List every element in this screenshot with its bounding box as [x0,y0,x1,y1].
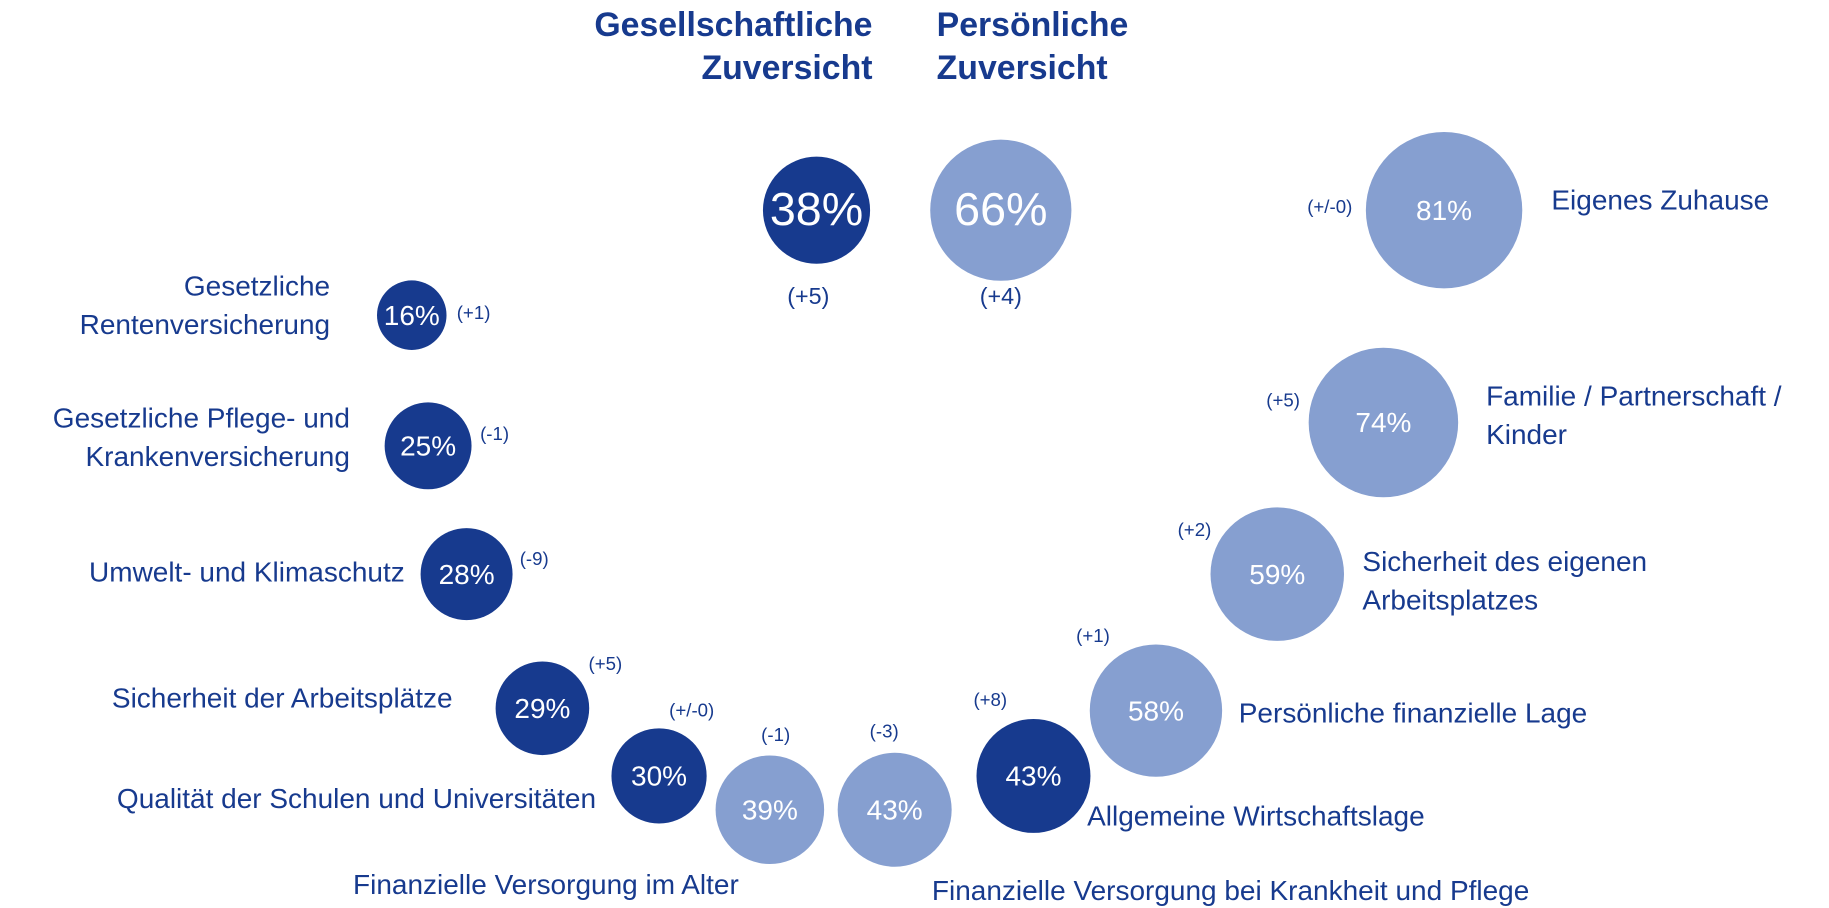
value-label: 43% [867,794,923,825]
value-label: 25% [400,431,456,462]
bubble [1089,644,1223,777]
bubble [976,718,1091,833]
item-label: Kinder [1486,419,1567,450]
header: Persönliche [937,6,1129,44]
bubble [837,752,952,867]
value-label: 58% [1128,695,1184,726]
value-label: 66% [954,183,1047,235]
change-label: (+5) [787,283,829,309]
change-label: (+2) [1178,519,1212,540]
item-label: Gesetzliche Pflege- und [53,403,350,434]
item-label: Finanzielle Versorgung im Alter [353,869,739,900]
item-label: Persönliche finanzielle Lage [1239,698,1587,729]
item-label: Qualität der Schulen und Universitäten [117,783,596,814]
value-label: 39% [742,794,798,825]
bubble [611,728,707,824]
bubble [762,156,871,264]
item-label: Arbeitsplatzes [1362,585,1538,616]
item-label: Umwelt- und Klimaschutz [89,557,405,588]
value-label: 30% [631,761,687,792]
change-label: (-3) [870,721,899,742]
change-label: (-1) [761,724,790,745]
change-label: (+4) [980,283,1022,309]
bubble [420,528,513,621]
item-label: Sicherheit des eigenen [1362,546,1647,577]
item-label: Eigenes Zuhause [1551,184,1769,215]
item-label: Finanzielle Versorgung bei Krankheit und… [932,875,1529,906]
value-label: 29% [514,693,570,724]
bubble [384,402,472,490]
change-label: (-1) [480,423,509,444]
bubble [1365,132,1523,289]
change-label: (+1) [1076,625,1110,646]
value-label: 43% [1005,761,1061,792]
bubble [1210,507,1345,641]
value-label: 74% [1355,407,1411,438]
header: Zuversicht [702,49,873,87]
bubble [376,280,447,350]
bubble [1308,347,1459,498]
item-label: Sicherheit der Arbeitsplätze [112,683,453,714]
value-label: 16% [384,300,440,331]
change-label: (+5) [1266,389,1300,410]
change-label: (+/-0) [1307,196,1352,217]
bubble [715,755,825,865]
item-label: Gesetzliche [184,271,330,302]
value-label: 38% [770,183,863,235]
header: Gesellschaftliche [594,6,872,44]
item-label: Krankenversicherung [85,441,349,472]
value-label: 59% [1249,559,1305,590]
header: Zuversicht [937,49,1108,87]
item-label: Familie / Partnerschaft / [1486,380,1782,411]
value-label: 81% [1416,195,1472,226]
bubble [495,661,590,756]
change-label: (+/-0) [669,700,714,721]
item-label: Allgemeine Wirtschaftslage [1087,800,1425,831]
change-label: (-9) [520,548,549,569]
bubble [930,139,1072,281]
change-label: (+1) [457,302,491,323]
change-label: (+5) [589,653,623,674]
change-label: (+8) [973,689,1007,710]
value-label: 28% [439,559,495,590]
item-label: Rentenversicherung [80,309,330,340]
